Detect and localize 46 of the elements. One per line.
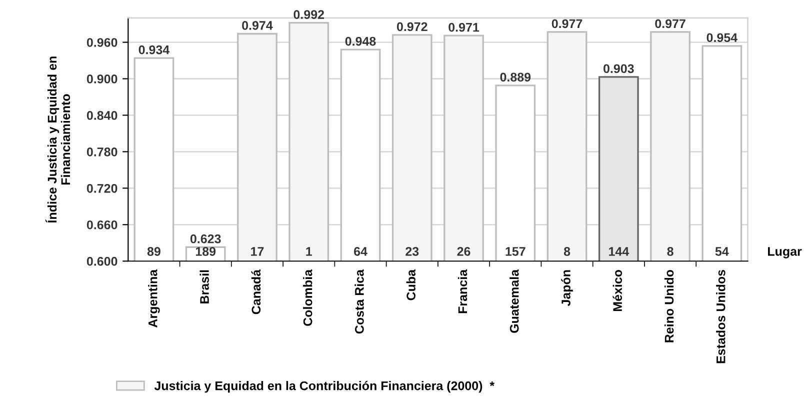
y-tick-label: 0.720 — [86, 184, 118, 193]
x-tick-label: Colombia — [303, 269, 312, 326]
x-tick-label: Estados Unidos — [716, 270, 726, 364]
annotation: 64 — [354, 247, 368, 256]
data-label: 0.903 — [604, 64, 634, 74]
annotation: 23 — [406, 247, 419, 256]
x-tick-label: Reino Unido — [664, 270, 674, 342]
y-tick-label: 0.600 — [86, 256, 118, 266]
data-label: 0.948 — [345, 36, 376, 46]
annotation: 189 — [196, 247, 216, 256]
data-label: 0.977 — [655, 19, 686, 28]
annotation: 26 — [457, 247, 470, 256]
data-label: 0.889 — [500, 72, 531, 82]
annotation: 8 — [667, 247, 674, 256]
x-tick-label: Francia — [458, 269, 468, 314]
annotation: 1 — [306, 247, 312, 256]
data-label: 0.992 — [294, 10, 324, 19]
x-tick-label: Canadá — [251, 269, 261, 314]
y-tick-label: 0.660 — [86, 220, 118, 230]
data-label: 0.954 — [706, 33, 738, 42]
y-tick-label: 0.840 — [86, 111, 118, 120]
text: Lugar — [768, 247, 802, 258]
x-tick-label: Brasil — [200, 270, 209, 304]
data-label: 0.971 — [448, 22, 480, 32]
y-tick-label: 0.960 — [86, 38, 118, 47]
data-label: 0.974 — [242, 21, 273, 30]
annotation: 144 — [609, 247, 630, 256]
x-tick-label: México — [612, 270, 622, 311]
data-label: 0.934 — [138, 45, 170, 54]
x-tick-label: Japón — [561, 270, 573, 306]
annotation: 89 — [147, 247, 160, 256]
data-label: 0.977 — [552, 19, 582, 28]
y-tick-label: 0.780 — [86, 147, 118, 156]
annotation: 54 — [715, 247, 729, 256]
x-tick-label: Costa Rica — [354, 269, 364, 334]
data-label: 0.972 — [396, 22, 428, 32]
x-tick-label: Guatemala — [510, 269, 519, 333]
annotation: 8 — [564, 247, 570, 256]
annotation: 17 — [251, 247, 264, 256]
annotation: 157 — [506, 247, 526, 256]
y-tick-label: 0.900 — [86, 74, 118, 84]
x-tick-label: Cuba — [406, 269, 416, 300]
data-label: 0.623 — [190, 234, 221, 244]
legend-label: Justicia y Equidad en la Contribución Financiera (2000) * — [154, 380, 495, 393]
y-axis-title: Índice Justicia y Equidad en Financiamiento — [45, 56, 70, 223]
x-tick-label: Argentina — [148, 269, 160, 328]
